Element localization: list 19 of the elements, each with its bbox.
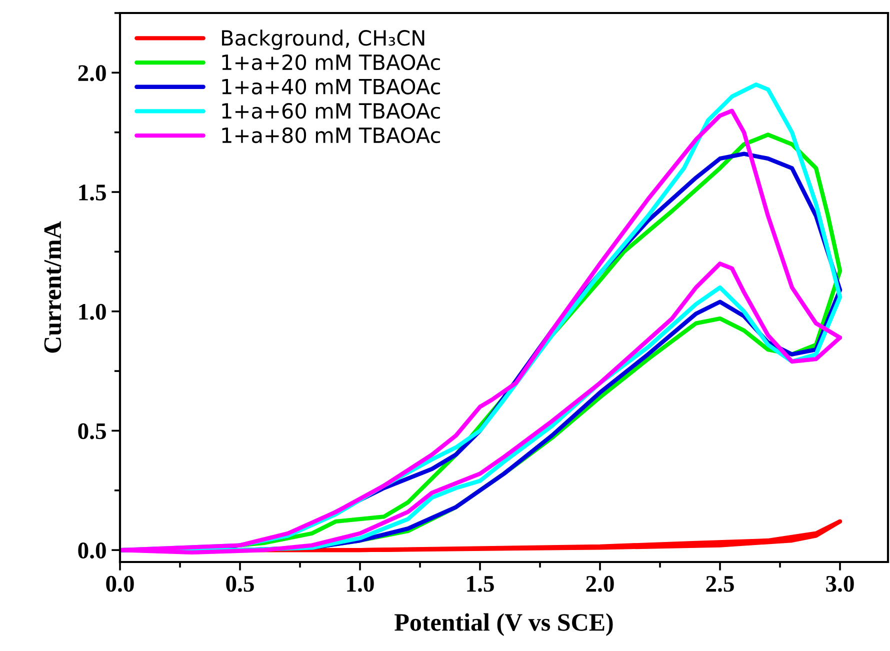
y-axis-title: Current/mA xyxy=(44,221,62,353)
y-tick-label: 1.5 xyxy=(79,184,106,201)
x-axis-title: Potential (V vs SCE) xyxy=(394,613,613,636)
y-tick-label: 1.0 xyxy=(79,304,106,320)
x-tick-label: 2.0 xyxy=(586,576,614,592)
x-tick-label: 0.0 xyxy=(106,576,134,592)
y-tick-label: 2.0 xyxy=(78,65,106,82)
x-tick-label: 1.5 xyxy=(467,576,494,592)
x-tick-label: 0.5 xyxy=(226,576,254,592)
x-tick-label: 2.5 xyxy=(706,576,734,592)
y-tick-label: 0.5 xyxy=(78,423,106,440)
legend-label: 1+a+80 mM TBAOAc xyxy=(222,127,440,144)
legend-label: 1+a+20 mM TBAOAc xyxy=(222,54,440,70)
legend-label: 1+a+60 mM TBAOAc xyxy=(222,103,440,119)
legend-label: Background, CH₃CN xyxy=(222,30,424,50)
legend-label: 1+a+40 mM TBAOAc xyxy=(222,78,440,94)
x-tick-label: 1.0 xyxy=(347,576,374,592)
y-tick-label: 0.0 xyxy=(78,542,106,559)
x-tick-label: 3.0 xyxy=(826,576,854,592)
